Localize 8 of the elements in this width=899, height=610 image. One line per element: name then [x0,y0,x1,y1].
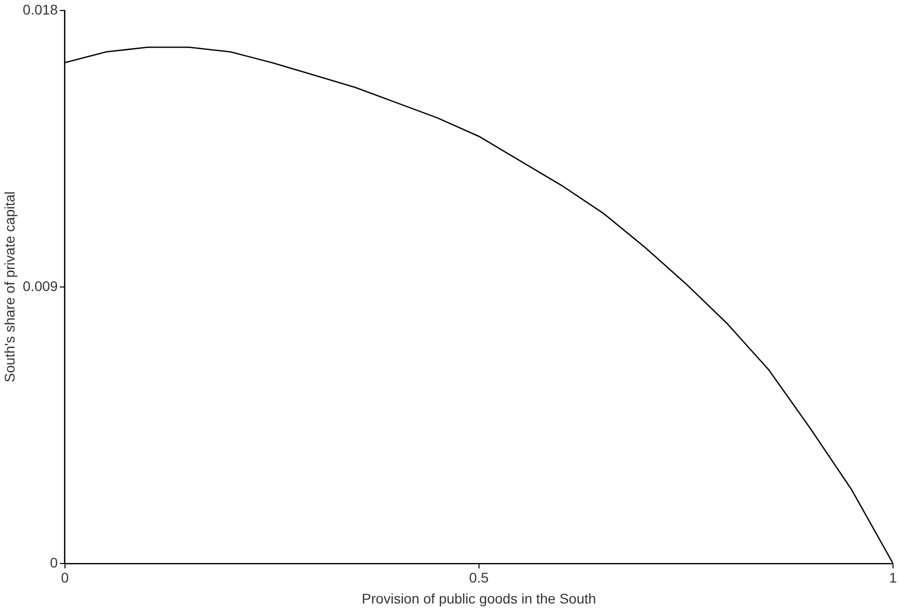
y-tick-label: 0.009 [22,278,58,294]
y-tick-label: 0 [50,554,58,570]
x-tick-label: 0.5 [469,570,489,586]
x-tick-label: 1 [889,570,898,586]
y-axis-title: South's share of private capital [1,191,18,382]
x-tick-label: 0 [60,570,69,586]
y-tick-label: 0.018 [22,1,58,18]
x-axis-title: Provision of public goods in the South [362,590,596,606]
